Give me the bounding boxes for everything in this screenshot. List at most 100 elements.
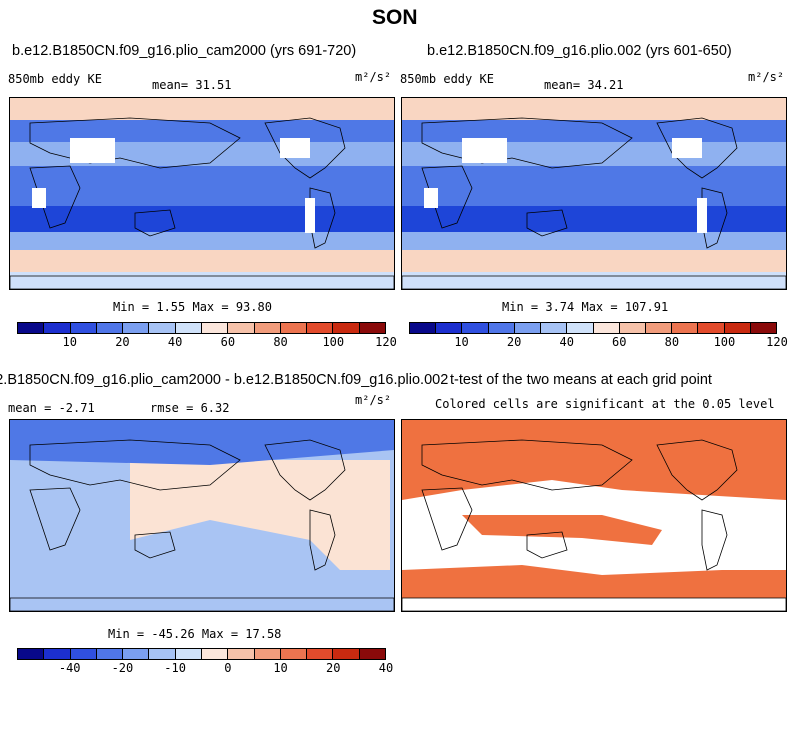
land-mask xyxy=(10,117,394,289)
colorbar-tick-label: 10 xyxy=(454,335,469,349)
colorbar-swatch xyxy=(149,649,176,659)
land-north-america xyxy=(264,439,346,501)
field-nh-mid xyxy=(10,120,394,142)
colorbar-swatch xyxy=(541,323,568,333)
land-eurasia xyxy=(421,439,633,491)
colorbar-tick-label: 80 xyxy=(664,335,680,349)
field-sh-high xyxy=(10,250,394,272)
panel4-map xyxy=(401,419,787,612)
panel4-subtitle: Colored cells are significant at the 0.0… xyxy=(435,397,775,411)
field-arctic xyxy=(402,98,786,120)
land-antarctica xyxy=(10,597,394,611)
colorbar-swatch xyxy=(307,649,334,659)
colorbar-swatch xyxy=(359,649,385,659)
colorbar-swatch xyxy=(333,323,360,333)
colorbar-swatch xyxy=(18,649,45,659)
missing-topography xyxy=(32,138,315,233)
field-nh-mid xyxy=(402,120,786,142)
colorbar-tick-label: -20 xyxy=(111,661,134,675)
colorbar-swatch xyxy=(514,323,542,333)
colorbar-tick-label: 40 xyxy=(378,661,394,675)
field-sh-high xyxy=(402,250,786,272)
colorbar-swatch xyxy=(750,323,777,333)
colorbar-tick-label: 20 xyxy=(115,335,130,349)
colorbar-swatch xyxy=(307,323,334,333)
colorbar-swatch xyxy=(333,649,360,659)
land-north-america xyxy=(656,439,738,501)
colorbar-swatch xyxy=(123,649,150,659)
panel1-field xyxy=(10,98,394,289)
panel1-colorbar-ticks: 10 20 40 60 80 100 120 xyxy=(17,333,396,349)
colorbar-tick-label: 10 xyxy=(62,335,77,349)
colorbar-swatch xyxy=(254,323,281,333)
panel1-minmax: Min = 1.55 Max = 93.80 xyxy=(113,300,272,314)
panel3-minmax: Min = -45.26 Max = 17.58 xyxy=(108,627,282,641)
panel3-case-title: b.e12.B1850CN.f09_g16.plio_cam2000 - b.e… xyxy=(0,372,449,388)
colorbar-tick-label: -40 xyxy=(58,661,81,675)
field-nh-storm xyxy=(402,142,786,166)
field-sh-storm xyxy=(402,206,786,232)
panel3-colorbar xyxy=(17,648,386,660)
colorbar-swatch xyxy=(567,323,594,333)
colorbar-tick-label: 60 xyxy=(220,335,236,349)
colorbar-swatch xyxy=(698,323,725,333)
land-antarctica xyxy=(402,597,786,611)
colorbar-swatch xyxy=(462,323,489,333)
land-australia xyxy=(526,209,568,237)
panel2-case-title: b.e12.B1850CN.f09_g16.plio.002 (yrs 601-… xyxy=(427,43,732,59)
colorbar-swatch xyxy=(280,323,308,333)
panel3-field xyxy=(10,420,394,611)
colorbar-swatch xyxy=(593,323,620,333)
colorbar-swatch xyxy=(70,649,97,659)
panel4-field xyxy=(402,420,786,611)
panel1-mean: mean= 31.51 xyxy=(152,78,232,92)
signif-region-tropics xyxy=(462,515,662,545)
colorbar-tick-label: 60 xyxy=(612,335,627,349)
colorbar-tick-label: 40 xyxy=(167,335,183,349)
panel3-map xyxy=(9,419,395,612)
colorbar-swatch xyxy=(254,649,281,659)
colorbar-tick-label: 120 xyxy=(766,335,788,349)
land-antarctica xyxy=(10,275,394,289)
land-africa xyxy=(29,487,81,551)
land-south-america xyxy=(309,509,336,571)
panel3-rmse: rmse = 6.32 xyxy=(150,401,230,415)
colorbar-swatch xyxy=(724,323,751,333)
land-eurasia xyxy=(29,117,241,169)
colorbar-swatch xyxy=(201,649,229,659)
colorbar-tick-label: 120 xyxy=(375,335,397,349)
panel1-variable: 850mb eddy KE xyxy=(8,72,102,86)
land-mask xyxy=(10,439,394,611)
land-south-america xyxy=(701,509,728,571)
panel2-mean: mean= 34.21 xyxy=(544,78,624,92)
colorbar-swatch xyxy=(228,649,255,659)
colorbar-swatch xyxy=(488,323,515,333)
colorbar-swatch xyxy=(175,323,202,333)
colorbar-swatch xyxy=(672,323,699,333)
panel2-minmax: Min = 3.74 Max = 107.91 xyxy=(502,300,669,314)
land-africa xyxy=(421,487,473,551)
colorbar-swatch xyxy=(123,323,150,333)
panel3-colorbar-ticks: -40 -20 -10 0 10 20 40 xyxy=(17,659,393,675)
colorbar-swatch xyxy=(44,323,71,333)
field-sh-mid xyxy=(10,232,394,250)
colorbar-tick-label: 20 xyxy=(326,661,341,675)
panel2-colorbar-ticks: 10 20 40 60 80 100 120 xyxy=(409,333,788,349)
panel1-units: m²/s² xyxy=(355,70,392,84)
field-sh-mid xyxy=(402,232,786,250)
field-tropics xyxy=(10,166,394,206)
panel1-case-title: b.e12.B1850CN.f09_g16.plio_cam2000 (yrs … xyxy=(12,43,357,59)
colorbar-swatch xyxy=(280,649,308,659)
colorbar-swatch xyxy=(228,323,255,333)
panel2-variable: 850mb eddy KE xyxy=(400,72,494,86)
colorbar-tick-label: 80 xyxy=(273,335,288,349)
colorbar-swatch xyxy=(619,323,646,333)
field-sh-storm xyxy=(10,206,394,232)
panel2-map xyxy=(401,97,787,290)
panel1-map xyxy=(9,97,395,290)
land-australia xyxy=(134,531,176,559)
land-outline xyxy=(402,439,786,611)
colorbar-tick-label: 100 xyxy=(713,335,736,349)
colorbar-swatch xyxy=(96,323,124,333)
panel2-units: m²/s² xyxy=(748,70,785,84)
